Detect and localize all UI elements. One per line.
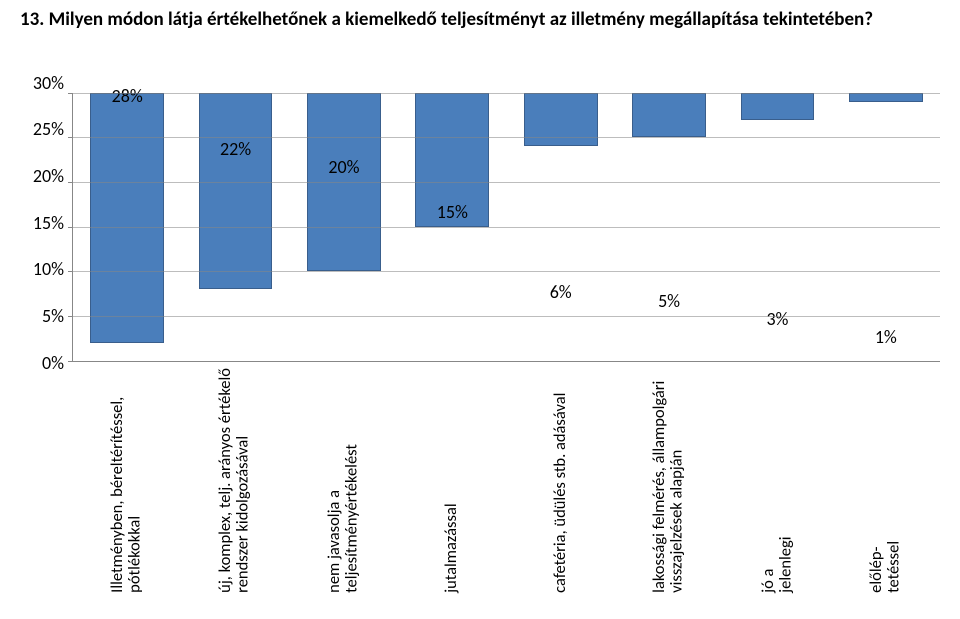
- x-label-slot: új, komplex, telj. arányos értékelő rend…: [181, 368, 290, 593]
- bar-value-label: 15%: [398, 201, 506, 223]
- bar-value-label: 20%: [290, 156, 398, 178]
- bar-chart: 30%25%20%15%10%5%0% 28%22%20%15%6%5%3%1%…: [20, 93, 940, 593]
- bar-value-label: 22%: [181, 138, 289, 160]
- bar-value-label: 5%: [615, 290, 723, 312]
- bar-value-label: 28%: [73, 85, 181, 107]
- x-axis-label: jutalmazással: [443, 368, 460, 593]
- plot-column: 28%22%20%15%6%5%3%1% Illetményben, bérel…: [72, 93, 940, 593]
- x-axis-label: jó a jelenlegi: [760, 368, 795, 593]
- x-label-slot: előlép- tetéssel: [832, 368, 941, 593]
- grid-line: [73, 93, 940, 94]
- x-label-slot: cafetéria, üdülés stb. adásával: [506, 368, 615, 593]
- bar-value-label: 3%: [723, 308, 831, 330]
- bar: [199, 93, 273, 290]
- bar-value-label: 1%: [832, 326, 940, 348]
- x-axis-label: lakossági felmérés, állampolgári visszaj…: [651, 368, 686, 593]
- x-label-slot: jutalmazással: [398, 368, 507, 593]
- x-axis-label: cafetéria, üdülés stb. adásával: [552, 368, 569, 593]
- bar: [90, 93, 164, 343]
- grid-line: [73, 316, 940, 317]
- x-label-slot: nem javasolja a teljesítményértékelést: [289, 368, 398, 593]
- x-axis-label: Illetményben, béreltérítéssel, pótlékokk…: [109, 368, 144, 593]
- x-axis-labels: Illetményben, béreltérítéssel, pótlékokk…: [72, 368, 940, 593]
- bar: [849, 93, 923, 102]
- grid-line: [73, 137, 940, 138]
- x-label-slot: jó a jelenlegi: [723, 368, 832, 593]
- bar: [632, 93, 706, 138]
- chart-title: 13. Milyen módon látja értékelhetőnek a …: [20, 8, 940, 33]
- x-axis-label: előlép- tetéssel: [868, 368, 903, 593]
- x-label-slot: lakossági felmérés, állampolgári visszaj…: [615, 368, 724, 593]
- y-tick-mark: [68, 361, 73, 362]
- grid-line: [73, 182, 940, 183]
- bar: [741, 93, 815, 120]
- grid-line: [73, 271, 940, 272]
- x-axis-label: nem javasolja a teljesítményértékelést: [326, 368, 361, 593]
- y-axis: 30%25%20%15%10%5%0%: [20, 93, 72, 373]
- x-label-slot: Illetményben, béreltérítéssel, pótlékokk…: [72, 368, 181, 593]
- grid-line: [73, 227, 940, 228]
- bar-value-label: 6%: [507, 281, 615, 303]
- page: 13. Milyen módon látja értékelhetőnek a …: [0, 0, 960, 619]
- plot-area: 28%22%20%15%6%5%3%1%: [72, 93, 940, 362]
- x-axis-label: új, komplex, telj. arányos értékelő rend…: [217, 368, 252, 593]
